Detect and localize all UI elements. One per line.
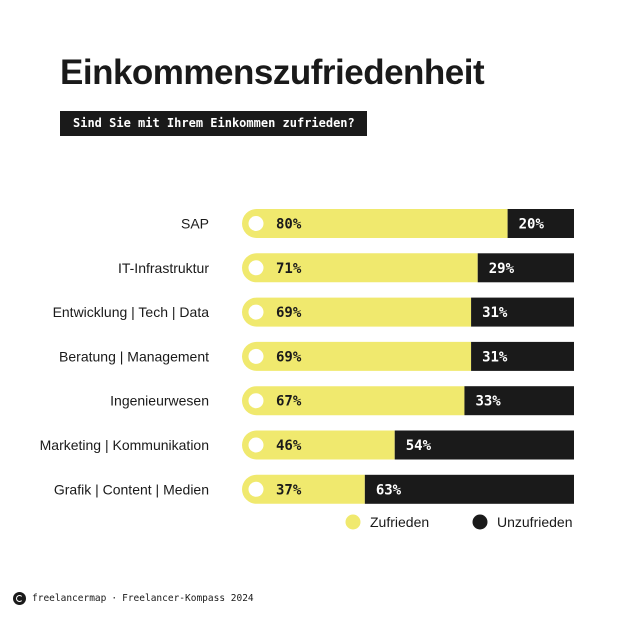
bar-start-dot-icon [248,437,264,453]
footer-source: Freelancer-Kompass 2024 [122,593,254,604]
legend-unzufrieden: Unzufrieden [472,514,573,530]
value-label-zufrieden: 37% [276,482,302,498]
bar-unzufrieden [471,297,574,327]
bar-row: Marketing | Kommunikation 46% 54% [40,430,574,460]
category-label: Grafik | Content | Medien [54,481,209,497]
value-label-unzufrieden: 31% [482,349,508,365]
bar-zufrieden [242,474,365,504]
bar-unzufrieden [394,430,574,460]
bar-row: Beratung | Management 69% 31% [59,341,574,371]
value-label-unzufrieden: 54% [406,438,432,454]
chart-subtitle: Sind Sie mit Ihrem Einkommen zufrieden? [60,111,367,137]
bar-start-dot-icon [248,393,264,409]
freelancermap-logo-icon [13,592,26,605]
chart-title: Einkommenszufriedenheit [60,53,485,92]
bar-unzufrieden [464,386,574,416]
category-label: Ingenieurwesen [110,393,209,409]
bar-row: Entwicklung | Tech | Data 69% 31% [53,297,574,327]
bar-unzufrieden [364,474,574,504]
legend-label: Zufrieden [370,514,429,530]
bar-start-dot-icon [248,348,264,364]
category-label: Entwicklung | Tech | Data [53,304,210,320]
bar-start-dot-icon [248,481,264,497]
value-label-unzufrieden: 20% [519,217,545,233]
footer: freelancermap · Freelancer-Kompass 2024 [13,592,254,605]
bar-row: Grafik | Content | Medien 37% 63% [54,474,574,504]
bar-start-dot-icon [248,304,264,320]
legend-zufrieden: Zufrieden [345,514,429,530]
bar-zufrieden [242,386,465,416]
value-label-unzufrieden: 29% [489,261,515,277]
bar-zufrieden [242,297,472,327]
value-label-zufrieden: 80% [276,217,302,233]
bar-zufrieden [242,253,478,283]
bar-unzufrieden [477,253,574,283]
legend-swatch-icon [472,514,488,530]
bar-unzufrieden [507,209,574,238]
bar-zufrieden [242,430,395,460]
value-label-zufrieden: 67% [276,394,302,410]
category-label: Beratung | Management [59,348,209,364]
bar-row: Ingenieurwesen 67% 33% [110,386,574,416]
category-label: Marketing | Kommunikation [40,437,209,453]
value-label-zufrieden: 69% [276,305,302,321]
legend-swatch-icon [345,514,361,530]
bar-start-dot-icon [248,260,264,276]
bar-zufrieden [242,341,472,371]
value-label-unzufrieden: 31% [482,305,508,321]
bar-row: SAP 80% 20% [181,209,574,238]
value-label-zufrieden: 46% [276,438,302,454]
footer-brand: freelancermap [32,593,107,604]
value-label-unzufrieden: 63% [376,482,402,498]
legend-label: Unzufrieden [497,514,573,530]
category-label: IT-Infrastruktur [118,260,209,276]
value-label-unzufrieden: 33% [475,394,501,410]
bar-unzufrieden [471,341,574,371]
bar-start-dot-icon [248,216,264,231]
value-label-zufrieden: 69% [276,349,302,365]
category-label: SAP [181,216,209,232]
bar-row: IT-Infrastruktur 71% 29% [118,253,574,283]
footer-separator: · [111,593,118,604]
value-label-zufrieden: 71% [276,261,302,277]
bar-zufrieden [242,209,508,238]
